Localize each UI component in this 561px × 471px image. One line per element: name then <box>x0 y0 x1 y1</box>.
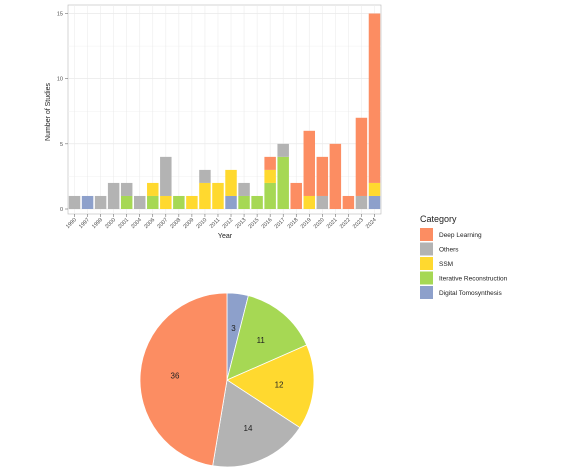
bar-segment <box>81 195 94 209</box>
legend-swatch <box>420 257 433 270</box>
pie-slice <box>226 295 308 381</box>
pie-slice-label: 12 <box>275 380 284 389</box>
legend-item-label: Digital Tomosynthesis <box>439 290 502 297</box>
y-tick-label: 5 <box>60 142 63 148</box>
pie-slice <box>139 292 228 467</box>
x-tick-label: 2004 <box>130 217 143 230</box>
y-tick-label: 0 <box>60 207 63 213</box>
y-axis-title: Number of Studies <box>45 83 52 141</box>
x-tick-label: 2019 <box>300 217 313 230</box>
bar-segment <box>160 156 172 196</box>
bar-segment <box>199 169 211 183</box>
x-tick-label: 2017 <box>274 217 287 230</box>
x-tick-label: 2007 <box>156 217 169 230</box>
bar-segment <box>238 195 250 209</box>
x-tick-label: 1999 <box>91 217 104 230</box>
bar-segment <box>147 195 159 209</box>
x-tick-label: 2012 <box>222 217 235 230</box>
x-tick-label: 2011 <box>209 217 222 230</box>
bar-segment <box>238 182 250 196</box>
bar-segment <box>264 182 276 209</box>
legend-item-label: Others <box>439 247 459 254</box>
legend: Category Deep Learning Others SSM Iterative… <box>420 214 508 299</box>
x-tick-label: 2013 <box>235 217 248 230</box>
x-tick-label: 1997 <box>78 217 91 230</box>
bar-segment <box>107 182 120 209</box>
bar-segment <box>186 195 198 209</box>
x-tick-label: 2021 <box>326 217 339 230</box>
legend-swatch <box>420 242 433 256</box>
bar-segment <box>355 195 368 209</box>
x-tick-label: 2020 <box>313 217 326 230</box>
pie-chart: 3 11 12 14 36 <box>139 292 315 468</box>
bar-segment <box>303 195 316 209</box>
bar-segment <box>160 195 172 209</box>
pie-slice-label: 36 <box>171 372 180 381</box>
bar-segment <box>225 169 237 196</box>
bar-segment <box>368 195 381 209</box>
bar-segment <box>316 156 329 196</box>
bar-segment <box>94 195 107 209</box>
x-tick-label: 2024 <box>365 217 378 230</box>
bar-segment <box>316 195 329 209</box>
legend-swatch <box>420 228 433 241</box>
bar-segment <box>68 195 81 209</box>
pie-slice-label: 11 <box>257 336 266 345</box>
pie-slice <box>226 344 315 429</box>
bar-segment <box>368 13 381 183</box>
x-tick-label: 2016 <box>261 217 274 230</box>
bar-segment <box>368 182 381 196</box>
bar-segment <box>303 130 316 196</box>
x-tick-label: 2010 <box>195 217 208 230</box>
x-tick-label: 2018 <box>287 217 300 230</box>
bar-segment <box>133 195 146 209</box>
x-tick-label: 2022 <box>339 217 352 230</box>
x-axis-title: Year <box>218 233 233 240</box>
x-tick-label: 2023 <box>352 217 365 230</box>
pie-slice-label: 3 <box>231 324 236 333</box>
bar-segment <box>212 182 224 209</box>
bar-segment <box>147 182 159 196</box>
bar-segment <box>355 117 368 196</box>
bar-segment <box>264 169 276 183</box>
pie-slice <box>212 379 301 468</box>
x-tick-label: 2015 <box>248 217 261 230</box>
bar-segment <box>199 182 211 209</box>
pie-slice-label: 14 <box>244 424 253 433</box>
bar-segment <box>329 143 342 209</box>
legend-item-label: Iterative Reconstruction <box>439 276 508 283</box>
x-tick-label: 2000 <box>104 217 117 230</box>
bar-segment <box>120 195 133 209</box>
y-tick-label: 15 <box>57 12 63 18</box>
legend-swatch <box>420 271 433 285</box>
x-tick-label: 1990 <box>65 217 78 230</box>
bar-segment <box>264 156 276 170</box>
legend-swatch <box>420 286 433 299</box>
bar-segment <box>225 195 237 209</box>
x-tick-label: 2009 <box>182 217 195 230</box>
x-tick-label: 2008 <box>169 217 182 230</box>
bar-segment <box>277 156 289 209</box>
x-tick-label: 2001 <box>117 217 130 230</box>
bar-segment <box>251 195 263 209</box>
bar-segment <box>342 195 355 209</box>
y-tick-label: 10 <box>57 77 63 83</box>
x-tick-label: 2006 <box>143 217 156 230</box>
legend-title: Category <box>420 214 457 224</box>
bar-segment <box>173 195 185 209</box>
bar-segment <box>290 182 302 209</box>
legend-item-label: Deep Learning <box>439 232 482 239</box>
bar-segment <box>120 182 133 196</box>
plot-panel <box>67 4 382 215</box>
bar-segment <box>277 143 289 157</box>
legend-item-label: SSM <box>439 261 453 268</box>
